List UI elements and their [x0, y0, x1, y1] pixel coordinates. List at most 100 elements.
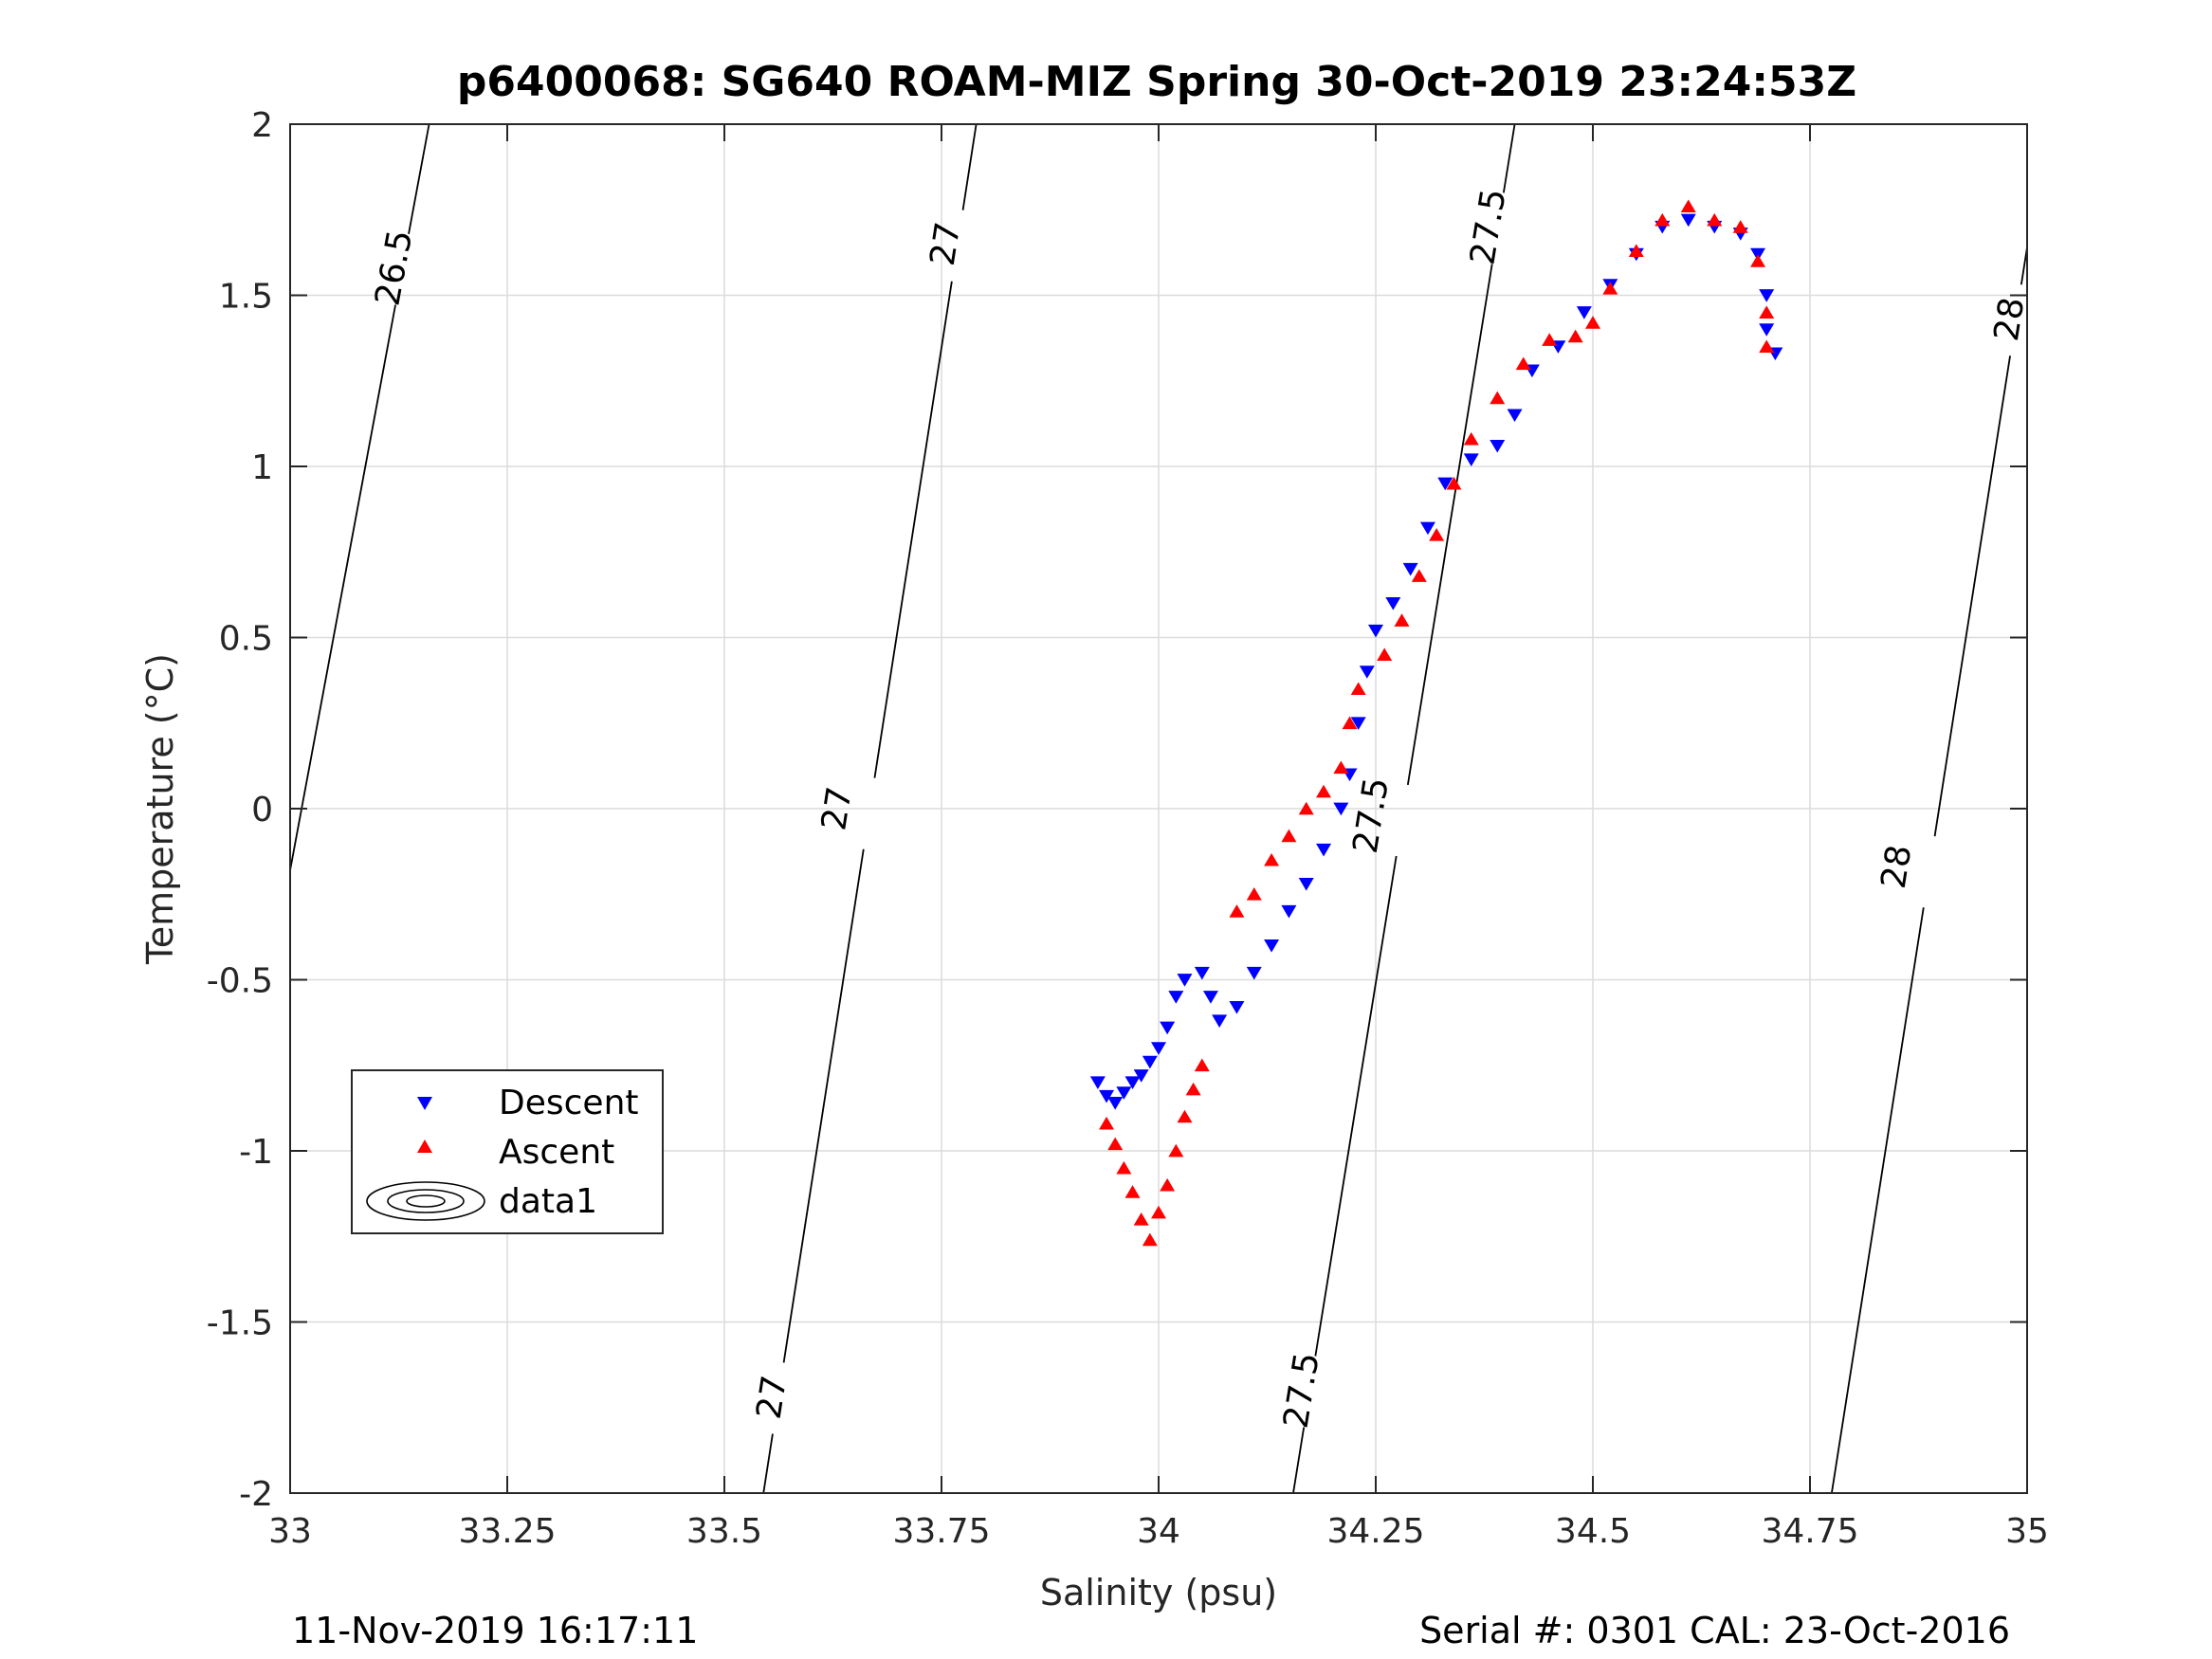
y-tick-label: 0.5	[219, 620, 273, 659]
ascent-point	[1185, 1082, 1201, 1096]
ascent-point	[1099, 1116, 1115, 1130]
descent-point	[1359, 665, 1375, 679]
ascent-point	[1542, 333, 1558, 346]
descent-point	[1142, 1055, 1158, 1069]
chart-title: p6400068: SG640 ROAM-MIZ Spring 30-Oct-2…	[457, 58, 1856, 106]
contour-line	[1502, 123, 1516, 193]
y-tick-label: 1.5	[219, 278, 273, 317]
descent-point	[1160, 1021, 1176, 1035]
legend-box	[351, 1069, 664, 1234]
ascent-point	[1759, 339, 1775, 354]
ascent-point	[1116, 1160, 1132, 1175]
ascent-point	[1446, 476, 1462, 490]
legend-data1-label: data1	[499, 1182, 597, 1221]
ascent-point	[1602, 282, 1618, 295]
contour-line	[1406, 264, 1493, 786]
grid	[289, 123, 2028, 1494]
ascent-point	[1567, 329, 1583, 343]
descent-point	[1212, 1014, 1228, 1029]
legend-descent-label: Descent	[499, 1084, 639, 1122]
descent-point	[1385, 597, 1401, 611]
legend-ascent-label: Ascent	[499, 1133, 614, 1172]
ascent-point	[1680, 199, 1696, 213]
descent-point	[1177, 974, 1193, 987]
contour-line	[289, 304, 396, 871]
x-tick-label: 34.25	[1326, 1512, 1424, 1551]
contour-line	[961, 123, 978, 210]
descent-point	[1350, 717, 1366, 730]
descent-point	[1759, 289, 1775, 302]
descent-point	[1680, 213, 1696, 228]
descent-point	[1576, 306, 1592, 319]
y-tick-label: -1	[239, 1133, 273, 1172]
descent-point	[1759, 323, 1775, 337]
ascent-point	[1133, 1212, 1149, 1226]
x-tick-label: 34.75	[1761, 1512, 1858, 1551]
descent-point	[1202, 991, 1218, 1004]
contour-line	[873, 281, 953, 778]
descent-point	[1333, 802, 1349, 816]
descent-point	[1099, 1089, 1115, 1103]
descent-point	[1419, 521, 1435, 536]
descent-point	[1437, 477, 1453, 491]
descent-point	[1133, 1069, 1149, 1083]
ascent-point	[1732, 220, 1748, 233]
ascent-point	[1168, 1143, 1184, 1158]
contour-line	[1292, 1427, 1306, 1494]
descent-point	[1089, 1076, 1106, 1089]
x-axis-ticks: 33 33.25 33.5 33.75 34 34.25 34.5 34.75 35	[268, 124, 2049, 1551]
ascent-point	[1246, 887, 1262, 901]
contour-line	[1933, 356, 2011, 837]
descent-point	[1151, 1042, 1166, 1055]
footer-serial-cal: Serial #: 0301 CAL: 23-Oct-2016	[1419, 1610, 2010, 1651]
descent-point	[1316, 843, 1332, 857]
descent-series	[1089, 213, 1783, 1110]
x-tick-label: 33.5	[686, 1512, 762, 1551]
descent-point	[1107, 1097, 1124, 1110]
ascent-point	[1342, 716, 1358, 730]
footer-date: 11-Nov-2019 16:17:11	[292, 1610, 698, 1651]
x-tick-label: 34	[1137, 1512, 1180, 1551]
y-tick-label: -0.5	[207, 962, 273, 1001]
x-tick-label: 33	[268, 1512, 312, 1551]
x-tick-label: 33.75	[892, 1512, 990, 1551]
ascent-point	[1707, 212, 1723, 227]
descent-point	[1168, 991, 1184, 1004]
descent-point	[1229, 1000, 1245, 1014]
ascent-point	[1759, 305, 1775, 319]
descent-point	[1507, 409, 1523, 423]
ascent-point	[1394, 613, 1410, 627]
x-tick-label: 34.5	[1555, 1512, 1631, 1551]
ascent-point	[1124, 1185, 1141, 1198]
ascent-point	[1750, 254, 1766, 267]
y-tick-label: -2	[239, 1475, 273, 1514]
ascent-point	[1229, 904, 1245, 918]
ascent-point	[1628, 244, 1644, 257]
descent-point	[1246, 966, 1262, 980]
ascent-point	[1463, 431, 1479, 446]
descent-point	[1264, 939, 1280, 953]
y-tick-label: 1	[251, 448, 273, 487]
descent-point	[1368, 624, 1383, 638]
contour-label: 27	[814, 784, 860, 833]
y-axis-label: Temperature (°C)	[139, 653, 181, 965]
ascent-point	[1298, 801, 1314, 815]
descent-point	[1194, 966, 1210, 980]
y-tick-label: 0	[251, 791, 273, 830]
contour-line	[782, 848, 865, 1363]
ascent-point	[1350, 682, 1366, 696]
descent-point	[1490, 439, 1506, 453]
descent-point	[1116, 1086, 1132, 1100]
ascent-point	[1333, 760, 1349, 775]
ascent-point	[1151, 1205, 1166, 1219]
x-axis-label: Salinity (psu)	[1040, 1572, 1277, 1613]
y-tick-label: -1.5	[207, 1304, 273, 1343]
ascent-point	[1107, 1137, 1124, 1151]
contour-line	[1831, 907, 1925, 1494]
ascent-point	[1194, 1058, 1210, 1072]
contour-label: 27	[750, 1373, 795, 1422]
ascent-series	[1099, 199, 1775, 1247]
ascent-point	[1654, 212, 1671, 227]
x-tick-label: 33.25	[458, 1512, 556, 1551]
